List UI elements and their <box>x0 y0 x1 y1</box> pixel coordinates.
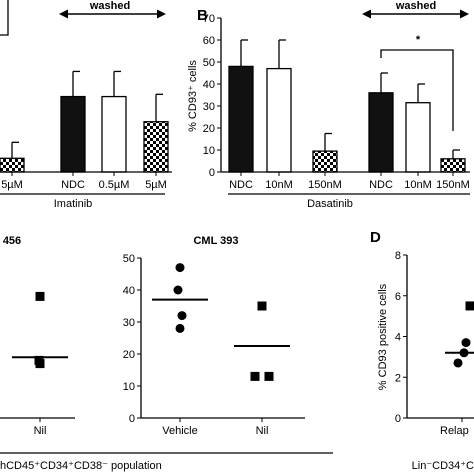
a-bar-3 <box>143 121 169 173</box>
d-point-0 <box>465 301 474 311</box>
a-xtick-label-3: 5µM <box>145 179 167 191</box>
b-washed-label: washed <box>395 0 436 12</box>
d-point-3 <box>453 358 463 368</box>
b-ytick-label-7: 70 <box>203 13 215 25</box>
panel-b-label: B <box>197 7 208 24</box>
panel-b-chart: NDC 10nM 150nM NDC 10nM 150nM 0 10 20 30 40 50 60 70%… <box>187 0 470 210</box>
panel-d-label: D <box>370 229 381 246</box>
panel-c-chart: 0 10 20 30 40 50 CML 393 Vehicle Nil <box>123 235 305 437</box>
c-point-2 <box>177 311 187 321</box>
c-left-title: 456 <box>3 235 21 247</box>
population-label-right: Lin⁻CD34⁺C <box>412 460 474 472</box>
b-y-axis-label: % CD93⁺ cells <box>187 60 199 132</box>
d-ytick-label-4: 8 <box>395 250 401 262</box>
c-point-5 <box>250 371 260 381</box>
a-bar-0 <box>0 157 25 173</box>
b-washed-arrowhead-left <box>362 9 371 19</box>
d-ytick-label-0: 0 <box>395 413 401 425</box>
c-left-xtick-label-0: Nil <box>34 425 47 437</box>
a-xtick-label-2: 0.5µM <box>99 179 130 191</box>
c-xtick-label-0: Vehicle <box>162 425 197 437</box>
c-point-4 <box>257 301 267 311</box>
panel-a-chart: 5µM NDC 0.5µM 5µM washed Imatinib <box>0 0 172 210</box>
b-bar-4 <box>405 102 431 173</box>
a-left-bracket <box>0 0 9 36</box>
b-xtick-label-4: 10nM <box>404 179 432 191</box>
b-ytick-label-4: 40 <box>203 79 215 91</box>
b-xtick-label-0: NDC <box>229 179 253 191</box>
c-left-point-0 <box>35 291 45 301</box>
b-bar-3 <box>368 92 394 173</box>
c-left-point-2 <box>35 359 45 369</box>
b-significance-star: * <box>416 34 421 46</box>
population-label-left: hCD45⁺CD34⁺CD38⁻ population <box>0 460 162 472</box>
b-ytick-label-5: 50 <box>203 57 215 69</box>
c-point-3 <box>175 323 185 333</box>
c-ytick-label-5: 50 <box>123 253 135 265</box>
panel-d-chart: 0 2 4 6 8 % CD93 positive cells Relap <box>377 250 474 437</box>
b-ytick-label-2: 20 <box>203 123 215 135</box>
d-xtick-label-0: Relap <box>440 425 469 437</box>
d-ytick-label-1: 2 <box>395 372 401 384</box>
a-washed-label: washed <box>89 0 130 12</box>
a-washed-arrowhead-right <box>157 9 166 19</box>
b-ytick-label-3: 30 <box>203 101 215 113</box>
d-ytick-label-2: 4 <box>395 332 401 344</box>
b-xtick-label-5: 150nM <box>436 179 470 191</box>
d-ytick-label-3: 6 <box>395 291 401 303</box>
b-bar-0 <box>228 65 254 173</box>
a-bar-1 <box>60 95 86 173</box>
c-ytick-label-3: 30 <box>123 317 135 329</box>
b-bar-1 <box>266 67 292 173</box>
b-ytick-label-1: 10 <box>203 145 215 157</box>
c-xtick-label-1: Nil <box>256 425 269 437</box>
b-xtick-label-2: 150nM <box>308 179 342 191</box>
a-x-axis-label: Imatinib <box>54 198 93 210</box>
b-washed-arrowhead-right <box>460 9 469 19</box>
b-bar-5 <box>440 158 466 173</box>
b-ytick-label-0: 0 <box>209 167 215 179</box>
d-point-1 <box>461 338 471 348</box>
c-point-1 <box>173 285 183 295</box>
b-bar-2 <box>312 150 338 173</box>
b-xtick-label-3: NDC <box>369 179 393 191</box>
c-ytick-label-1: 10 <box>123 381 135 393</box>
d-y-axis-label: % CD93 positive cells <box>377 283 389 390</box>
a-washed-arrowhead-left <box>59 9 68 19</box>
a-xtick-label-1: NDC <box>61 179 85 191</box>
b-significance-bracket <box>380 49 454 131</box>
c-ytick-label-0: 0 <box>129 413 135 425</box>
c-point-0 <box>175 263 185 273</box>
panel-c-left-chart: 456 Nil <box>0 235 75 437</box>
b-xtick-label-1: 10nM <box>265 179 293 191</box>
a-bar-2 <box>101 95 127 173</box>
c-ytick-label-2: 20 <box>123 349 135 361</box>
b-x-axis-label: Dasatinib <box>307 198 353 210</box>
a-xtick-label-0: 5µM <box>1 179 23 191</box>
c-title: CML 393 <box>193 235 238 247</box>
b-ytick-label-6: 60 <box>203 35 215 47</box>
c-point-6 <box>264 371 274 381</box>
c-ytick-label-4: 40 <box>123 285 135 297</box>
